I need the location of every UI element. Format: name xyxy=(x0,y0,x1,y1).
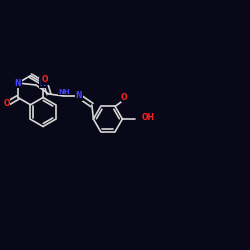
Text: N: N xyxy=(15,78,21,88)
Text: OH: OH xyxy=(142,114,154,122)
Text: NH: NH xyxy=(58,89,70,95)
Text: O: O xyxy=(121,93,128,102)
Text: O: O xyxy=(4,100,10,108)
Text: O: O xyxy=(42,76,48,84)
Text: N: N xyxy=(40,78,46,88)
Text: N: N xyxy=(76,92,82,100)
